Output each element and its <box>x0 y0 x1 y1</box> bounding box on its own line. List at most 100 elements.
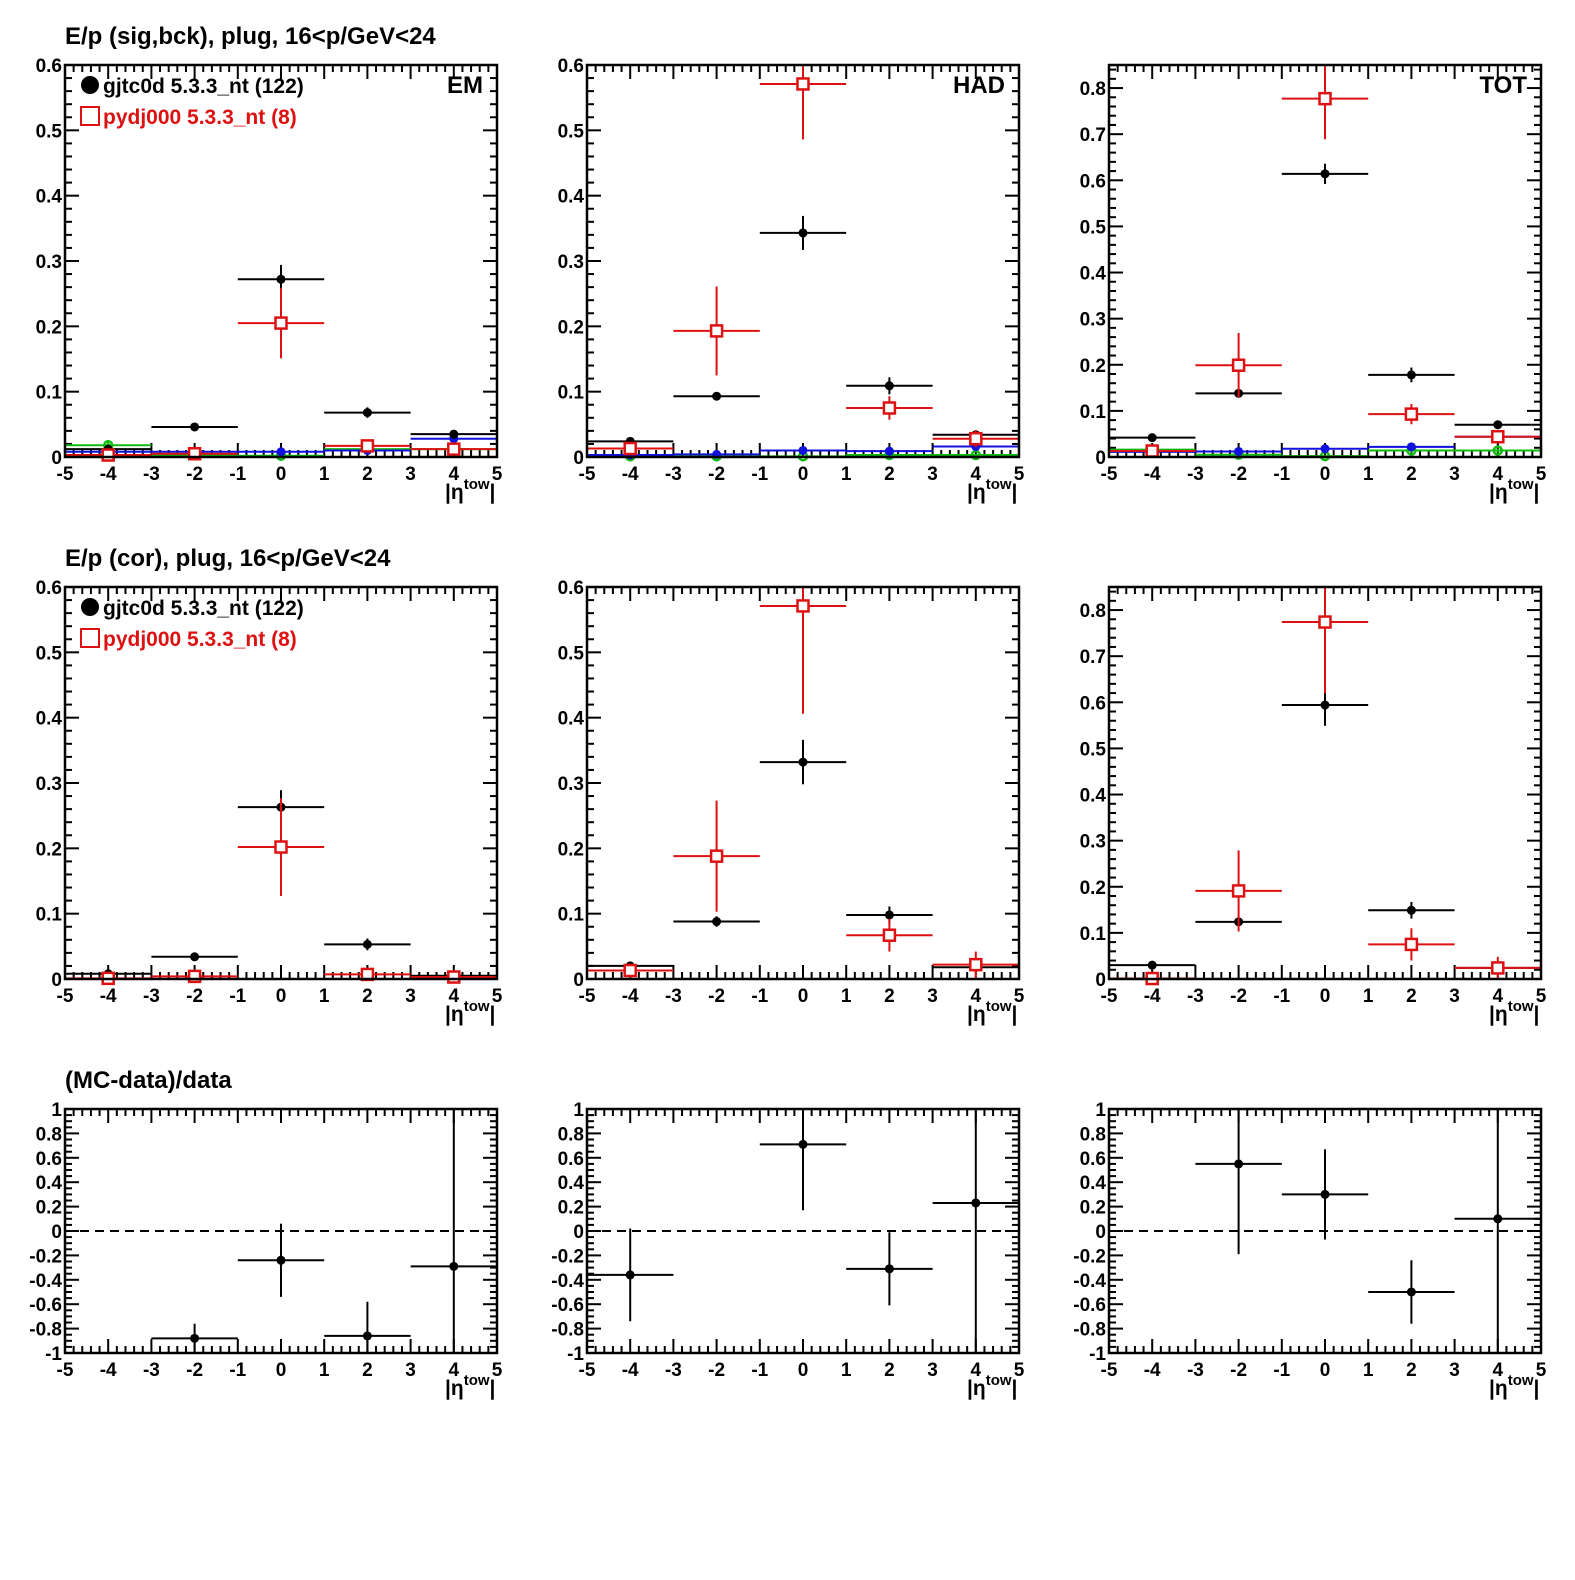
y-tick-label: 0 <box>573 1222 584 1243</box>
x-tick-label: 4 <box>449 1360 460 1381</box>
x-tick-label: 0 <box>1320 1360 1331 1381</box>
marker-open-square <box>1491 429 1505 444</box>
y-tick-label: 0.3 <box>558 774 584 795</box>
x-tick-label: -2 <box>1230 986 1247 1007</box>
y-tick-label: 0.4 <box>1080 264 1107 285</box>
plot-frame <box>63 585 499 981</box>
x-tick-label: -1 <box>229 986 246 1007</box>
x-axis-title: |ηtow| <box>445 476 495 504</box>
y-tick-label: 0.4 <box>558 187 585 208</box>
marker-dot <box>712 917 722 927</box>
x-tick-label: -3 <box>1187 464 1204 485</box>
y-tick-label: 0 <box>573 448 584 469</box>
data-point <box>846 918 933 952</box>
panel-0-1: -5 -4 -3 -2 -1 0 1 2 3 4 5 0 0.1 0.2 0.3 0.4 0.5 0.6 HAD |η… <box>558 56 1025 504</box>
series-2 <box>587 215 1019 446</box>
marker-dot <box>1320 444 1330 454</box>
panel-label: HAD <box>953 72 1005 99</box>
marker-dot <box>1147 433 1157 443</box>
x-tick-label: 0 <box>276 1360 287 1381</box>
y-tick-label: 0.5 <box>1080 739 1107 760</box>
x-tick-label: -1 <box>751 986 768 1007</box>
x-tick-label: -4 <box>100 1360 117 1381</box>
data-point <box>759 1109 847 1211</box>
y-tick-label: 0.4 <box>558 1173 585 1194</box>
data-point <box>846 396 933 420</box>
panel-0-2: -5 -4 -3 -2 -1 0 1 2 3 4 5 0 0.1 0.2 0.3 0.4 0.5 0.6 0.7 0.… <box>1080 63 1547 504</box>
y-tick-label: -0.2 <box>1073 1246 1106 1267</box>
data-point <box>932 1109 1019 1353</box>
panel-2-1: -5 -4 -3 -2 -1 0 1 2 3 4 5 -1 -0.8 -0.6 -0.4 -0.2 0 0.2 0.… <box>551 1100 1024 1400</box>
x-tick-label: 1 <box>1363 1360 1374 1381</box>
data-point <box>1195 1109 1282 1255</box>
row-title-2: (MC-data)/data <box>65 1067 232 1094</box>
series-1 <box>587 442 1019 460</box>
data-point <box>759 445 847 455</box>
marker-open-square <box>187 446 202 461</box>
x-tick-label: -4 <box>622 464 639 485</box>
x-tick-label: 5 <box>1014 1360 1025 1381</box>
data-point <box>65 448 152 462</box>
marker-dot <box>1406 442 1416 452</box>
data-point <box>410 429 497 439</box>
data-point <box>759 215 847 250</box>
x-tick-label: -4 <box>622 986 639 1007</box>
y-tick-label: 0.2 <box>36 1198 62 1219</box>
y-tick-label: 0.3 <box>1080 832 1106 853</box>
y-tick-label: 0.1 <box>558 905 585 926</box>
x-tick-label: 1 <box>319 986 330 1007</box>
y-tick-label: 0.4 <box>558 709 585 730</box>
data-point <box>1368 442 1455 452</box>
y-tick-label: 0.2 <box>1080 878 1106 899</box>
x-tick-label: -4 <box>100 464 117 485</box>
marker-dot <box>1234 446 1244 456</box>
marker-dot <box>276 1255 286 1265</box>
data-point <box>1281 163 1369 184</box>
x-tick-label: -5 <box>1101 986 1118 1007</box>
x-tick-label: 5 <box>1536 464 1547 485</box>
x-axis-title: |ηtow| <box>1489 476 1539 504</box>
y-tick-label: 0.8 <box>558 1124 584 1145</box>
x-tick-label: 1 <box>1363 986 1374 1007</box>
data-point <box>1281 444 1369 454</box>
y-tick-label: -0.8 <box>551 1320 584 1341</box>
y-tick-label: 0.5 <box>558 643 585 664</box>
marker-open-square <box>969 431 983 446</box>
x-tick-label: -1 <box>1273 464 1290 485</box>
marker-open-square <box>274 316 288 330</box>
x-tick-label: 1 <box>841 464 852 485</box>
x-tick-label: 2 <box>1406 464 1417 485</box>
data-point <box>324 407 411 418</box>
data-point <box>1281 1149 1369 1240</box>
y-tick-label: 0.6 <box>558 56 584 77</box>
x-tick-label: -1 <box>1273 986 1290 1007</box>
x-tick-label: 1 <box>841 986 852 1007</box>
y-tick-label: 0.3 <box>36 774 62 795</box>
marker-open-square <box>101 448 115 462</box>
x-tick-label: -5 <box>57 1360 74 1381</box>
x-tick-label: -1 <box>751 464 768 485</box>
plot-frame <box>585 585 1021 981</box>
y-tick-label: 0.4 <box>36 709 63 730</box>
marker-open-square <box>709 849 724 863</box>
x-tick-label: 2 <box>1406 1360 1417 1381</box>
plot-frame <box>1107 1107 1543 1355</box>
x-tick-label: 4 <box>1493 986 1504 1007</box>
data-point <box>1368 367 1455 383</box>
y-tick-label: 0.6 <box>1080 693 1106 714</box>
y-tick-label: -0.8 <box>29 1320 62 1341</box>
marker-open-square <box>187 969 202 984</box>
data-point <box>151 446 238 461</box>
marker-dot <box>1320 700 1330 710</box>
x-tick-label: 3 <box>927 464 938 485</box>
x-tick-label: 3 <box>405 986 416 1007</box>
x-tick-label: -4 <box>1144 1360 1161 1381</box>
data-point <box>237 287 325 359</box>
data-point <box>673 391 760 401</box>
series-3 <box>65 287 497 462</box>
data-point <box>1454 420 1541 430</box>
x-tick-label: 2 <box>362 986 373 1007</box>
data-point <box>410 970 497 984</box>
data-point <box>410 442 497 456</box>
marker-dot <box>190 952 200 962</box>
